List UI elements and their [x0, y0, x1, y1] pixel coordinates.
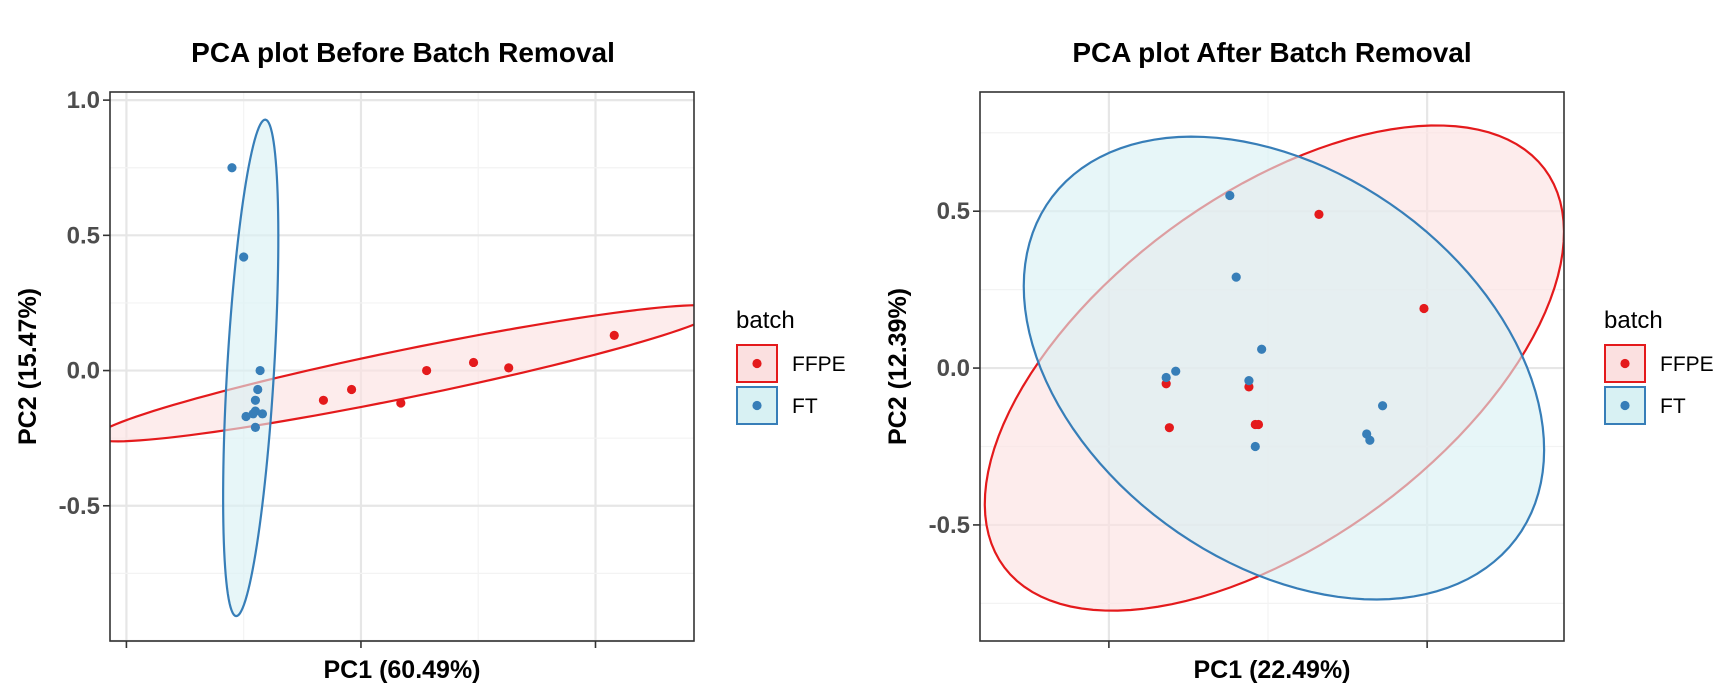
data-point-ft: [257, 409, 268, 419]
data-point-ft: [1365, 435, 1375, 445]
data-point-ffpe: [1253, 419, 1264, 430]
legend-label-ft: FT: [792, 395, 818, 418]
data-point-ffpe: [1419, 303, 1429, 314]
y-tick-label: 0.5: [937, 198, 970, 225]
data-point-ft: [250, 422, 261, 432]
data-point-ft: [1257, 344, 1267, 354]
y-tick-label: 0.0: [67, 358, 100, 385]
panel-border: [109, 91, 695, 642]
data-point-ffpe: [1164, 423, 1174, 433]
data-point-ft: [1377, 401, 1388, 411]
data-point-ft: [253, 384, 263, 395]
plot-area: [983, 124, 1564, 612]
y-tick-label: 0.0: [937, 355, 970, 382]
data-point-ft: [241, 411, 251, 422]
data-point-ft: [1231, 272, 1241, 282]
confidence-ellipse-ft: [1022, 135, 1546, 601]
data-point-ft: [239, 252, 249, 262]
panel-before-batch-removal: 1.0 0.5 0.0 -0.5 PCA plot Before Batch Remov…: [14, 37, 846, 684]
y-tick-label: 0.5: [67, 222, 100, 249]
legend-label-ffpe: FFPE: [1660, 353, 1714, 376]
data-point-ft: [1250, 441, 1260, 452]
panel-after-batch-removal: 0.5 0.0 -0.5 PCA plot After Batch Removal PC…: [884, 37, 1714, 684]
panel-border: [979, 91, 1565, 642]
data-point-ft: [248, 409, 258, 419]
data-point-ffpe: [1314, 209, 1324, 219]
legend-key-point: [752, 358, 762, 369]
y-tick-label: 1.0: [67, 87, 100, 114]
plot-area: [110, 118, 694, 618]
legend-title: batch: [736, 307, 795, 334]
data-point-ft: [1244, 376, 1254, 386]
data-point-ft: [250, 395, 261, 405]
chart-title: PCA plot Before Batch Removal: [191, 37, 615, 68]
legend-key-point: [1620, 358, 1630, 369]
y-tick-label: -0.5: [929, 512, 970, 539]
legend: batch FFPE FT: [1604, 307, 1714, 425]
legend-key-point: [1620, 400, 1630, 411]
legend: batch FFPE FT: [736, 307, 846, 425]
x-axis-title: PC1 (22.49%): [1193, 656, 1350, 684]
data-point-ffpe: [468, 357, 479, 368]
data-point-ft: [1171, 366, 1181, 376]
data-point-ffpe: [396, 398, 406, 408]
data-point-ft: [1161, 372, 1171, 383]
data-point-ffpe: [318, 395, 329, 405]
legend-key-ft: [1604, 386, 1646, 425]
confidence-ellipse-ft: [222, 118, 280, 618]
data-point-ft: [227, 163, 237, 173]
data-point-ffpe: [422, 365, 432, 376]
legend-key-point: [752, 400, 762, 411]
legend-label-ft: FT: [1660, 395, 1686, 418]
data-point-ffpe: [346, 384, 357, 395]
data-point-ffpe: [609, 330, 619, 340]
y-axis-title: PC2 (15.47%): [14, 288, 42, 445]
y-tick-label: -0.5: [59, 493, 100, 520]
y-axis-title: PC2 (12.39%): [884, 288, 912, 445]
data-point-ft: [255, 365, 265, 376]
x-axis-title: PC1 (60.49%): [323, 656, 480, 684]
legend-label-ffpe: FFPE: [792, 353, 846, 376]
data-point-ffpe: [504, 363, 514, 373]
data-point-ft: [1225, 190, 1235, 201]
chart-title: PCA plot After Batch Removal: [1072, 37, 1471, 68]
legend-title: batch: [1604, 307, 1663, 334]
